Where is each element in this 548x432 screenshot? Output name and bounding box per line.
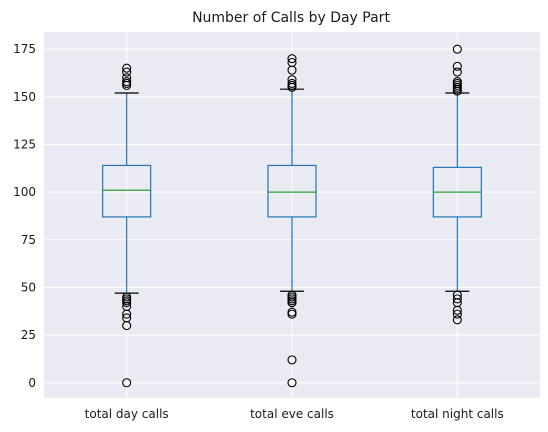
outlier-point <box>452 67 462 77</box>
outlier-point <box>287 378 297 388</box>
y-tick-label: 100 <box>13 185 36 199</box>
outlier-point <box>122 63 132 73</box>
outlier-point <box>287 307 297 317</box>
y-tick-label: 25 <box>21 328 36 342</box>
outlier-point <box>452 290 462 300</box>
y-tick-label: 0 <box>28 376 36 390</box>
outlier-point <box>122 73 132 83</box>
y-tick-label: 150 <box>13 90 36 104</box>
x-tick-label: total night calls <box>411 407 504 421</box>
box-group <box>432 44 482 325</box>
outlier-point <box>452 294 462 304</box>
y-tick-label: 175 <box>13 42 36 56</box>
outlier-point <box>287 355 297 365</box>
boxes <box>102 44 482 388</box>
x-tick-label: total day calls <box>85 407 169 421</box>
outlier-point <box>122 378 132 388</box>
outlier-point <box>122 292 132 302</box>
outlier-point <box>122 77 132 87</box>
outlier-point <box>287 75 297 85</box>
outlier-point <box>452 44 462 54</box>
y-tick-label: 50 <box>21 280 36 294</box>
y-tick-label: 125 <box>13 137 36 151</box>
chart-title: Number of Calls by Day Part <box>192 10 390 26</box>
box-group <box>267 54 317 388</box>
x-axis-ticks: total day calls total eve calls total nigh… <box>85 407 504 421</box>
y-axis-ticks: 0 25 50 75 100 125 150 175 <box>13 42 36 390</box>
outlier-point <box>452 61 462 71</box>
box-iqr <box>102 164 152 218</box>
outlier-point <box>287 54 297 64</box>
box-group <box>102 63 152 388</box>
outlier-point <box>287 57 297 68</box>
outlier-point <box>452 315 462 325</box>
outlier-point <box>452 77 462 87</box>
outlier-point <box>122 67 132 77</box>
outlier-point <box>122 313 132 323</box>
box-iqr <box>267 164 317 218</box>
y-tick-label: 75 <box>21 233 36 247</box>
outlier-point <box>287 78 297 89</box>
outlier-point <box>452 309 462 319</box>
outlier-point <box>287 290 297 300</box>
x-tick-label: total eve calls <box>250 407 334 421</box>
